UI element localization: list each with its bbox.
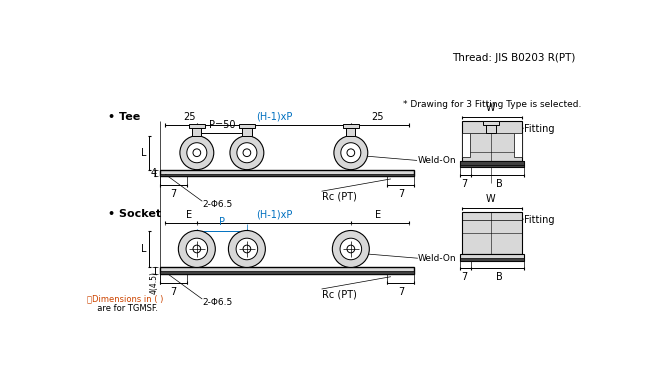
Circle shape <box>178 230 215 268</box>
Text: W: W <box>486 103 496 113</box>
Bar <box>192 128 202 136</box>
Bar <box>189 124 205 128</box>
Text: L: L <box>140 148 146 158</box>
Bar <box>239 124 255 128</box>
Text: 7: 7 <box>462 179 468 189</box>
Text: Weld-On: Weld-On <box>418 156 456 165</box>
Text: E: E <box>186 210 192 220</box>
Text: B: B <box>495 179 502 189</box>
Text: P=50: P=50 <box>209 120 235 130</box>
Bar <box>460 161 524 166</box>
Text: 7: 7 <box>170 287 176 297</box>
Bar <box>463 121 522 161</box>
Circle shape <box>186 238 207 260</box>
Text: 7: 7 <box>462 272 468 282</box>
Circle shape <box>230 136 264 170</box>
Text: L: L <box>140 244 146 254</box>
Text: B: B <box>495 272 502 282</box>
Text: • Socket: • Socket <box>107 209 161 219</box>
Text: 25: 25 <box>183 112 196 122</box>
Text: 2-Φ6.5: 2-Φ6.5 <box>202 298 233 307</box>
Text: ⓘDimensions in ( ): ⓘDimensions in ( ) <box>86 294 163 303</box>
Text: 2-Φ6.5: 2-Φ6.5 <box>202 201 233 209</box>
Bar <box>242 128 252 136</box>
Text: Fitting: Fitting <box>524 124 554 134</box>
Text: 7: 7 <box>170 189 176 199</box>
Circle shape <box>340 238 361 260</box>
Circle shape <box>243 149 251 156</box>
Text: 4(4.5): 4(4.5) <box>150 270 158 294</box>
Bar <box>484 121 499 125</box>
Bar <box>514 134 522 156</box>
Bar <box>460 254 524 261</box>
Text: • Tee: • Tee <box>107 112 140 121</box>
Bar <box>486 121 497 134</box>
Circle shape <box>236 238 257 260</box>
Bar <box>343 124 359 128</box>
Text: 7: 7 <box>398 287 404 297</box>
Bar <box>346 128 356 136</box>
Circle shape <box>341 143 361 163</box>
Circle shape <box>243 245 251 253</box>
Text: E: E <box>374 210 381 220</box>
Circle shape <box>193 245 201 253</box>
Text: Weld-On: Weld-On <box>418 254 456 263</box>
Bar <box>160 174 414 176</box>
Text: * Drawing for 3 Fitting Type is selected.: * Drawing for 3 Fitting Type is selected… <box>404 100 582 109</box>
Text: Thread: JIS B0203 R(PT): Thread: JIS B0203 R(PT) <box>452 53 576 63</box>
Text: 4: 4 <box>151 168 157 178</box>
Circle shape <box>237 143 257 163</box>
Circle shape <box>228 230 265 268</box>
Circle shape <box>332 230 369 268</box>
Text: Fitting: Fitting <box>524 215 554 225</box>
Text: 25: 25 <box>372 112 384 122</box>
Text: Rc (PT): Rc (PT) <box>322 289 356 299</box>
Text: P: P <box>219 217 225 227</box>
Circle shape <box>334 136 368 170</box>
Bar <box>463 212 522 254</box>
Bar <box>160 271 414 274</box>
Text: (H-1)xP: (H-1)xP <box>255 112 292 122</box>
Text: Rc (PT): Rc (PT) <box>322 191 356 201</box>
Bar <box>460 161 524 167</box>
Circle shape <box>193 149 201 156</box>
Text: W: W <box>486 194 496 204</box>
Circle shape <box>347 149 355 156</box>
Text: 7: 7 <box>398 189 404 199</box>
Text: are for TGMSF.: are for TGMSF. <box>92 304 158 314</box>
Circle shape <box>347 245 355 253</box>
Circle shape <box>187 143 207 163</box>
Bar <box>460 258 524 261</box>
Bar <box>160 268 414 274</box>
Circle shape <box>180 136 214 170</box>
Bar <box>460 165 524 167</box>
Text: (H-1)xP: (H-1)xP <box>255 210 292 220</box>
Bar <box>160 170 414 176</box>
Bar <box>463 134 470 156</box>
